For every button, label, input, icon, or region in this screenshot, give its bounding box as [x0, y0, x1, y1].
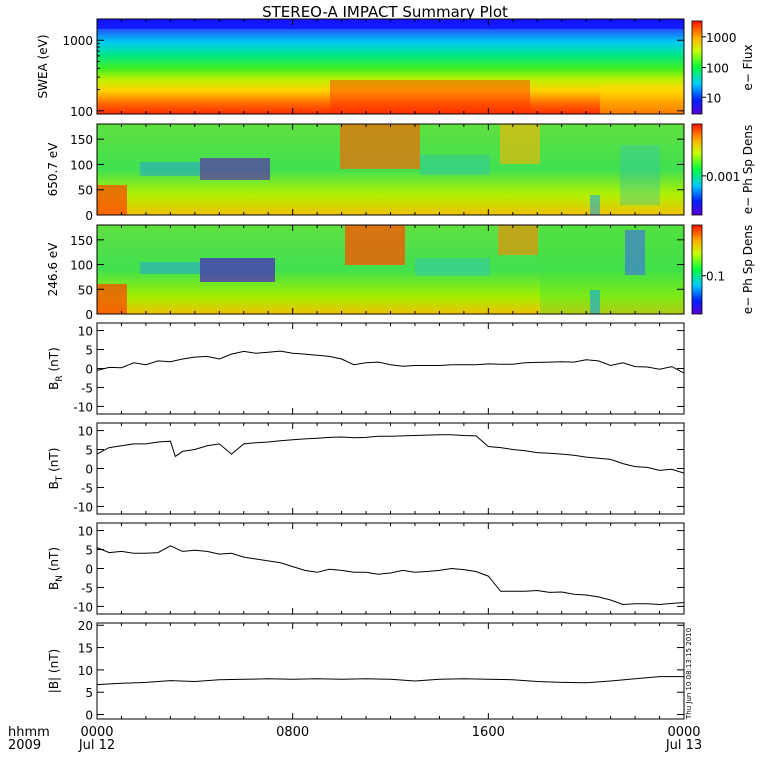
- x-tick-label: 0000: [80, 725, 113, 740]
- pitch-246-spectrogram: [97, 225, 684, 314]
- y-tick-label: 1000: [62, 34, 93, 48]
- swea-spectrogram: [97, 19, 684, 114]
- y-tick-label: 100: [70, 158, 93, 172]
- y-tick-label: 15: [78, 642, 93, 656]
- y-tick-label: 0: [85, 463, 93, 477]
- x-tick-label: 0800: [276, 725, 309, 740]
- y-axis-label: BR (nT): [47, 347, 65, 390]
- chart-title: STEREO-A IMPACT Summary Plot: [262, 3, 508, 21]
- y-tick-label: 100: [70, 259, 93, 273]
- colorbar-tick-label: 10: [706, 91, 721, 105]
- x-axis-label-year: 2009: [8, 738, 41, 753]
- y-axis-label: SWEA (eV): [36, 34, 50, 98]
- y-tick-label: -10: [73, 600, 93, 614]
- y-tick-label: 10: [78, 425, 93, 439]
- y-tick-label: 0: [85, 209, 93, 223]
- y-tick-label: 5: [85, 544, 93, 558]
- y-tick-label: 0: [85, 363, 93, 377]
- y-tick-label: 5: [85, 686, 93, 700]
- x-date-label: Jul 12: [78, 738, 115, 753]
- y-tick-label: 0: [85, 709, 93, 723]
- colorbar-tick-label: 100: [706, 62, 729, 76]
- x-date-label: Jul 13: [665, 738, 702, 753]
- y-tick-label: 0: [85, 308, 93, 322]
- y-tick-label: -5: [81, 381, 93, 395]
- dens-650-colorbar: [691, 123, 703, 216]
- series-line-R: [96, 350, 685, 374]
- colorbar-tick-label: 0.001: [706, 170, 740, 184]
- br-frame: [96, 322, 685, 415]
- y-axis-label: 246.6 eV: [46, 242, 60, 297]
- colorbar-label: e− Flux: [741, 44, 755, 90]
- colorbar-tick-label: 1000: [706, 31, 737, 45]
- y-tick-label: 5: [85, 444, 93, 458]
- y-axis-label: |B| (nT): [47, 649, 61, 693]
- y-tick-label: 10: [78, 664, 93, 678]
- y-tick-label: 20: [78, 619, 93, 633]
- y-tick-label: -10: [73, 400, 93, 414]
- pitch-650-spectrogram: [97, 124, 684, 215]
- y-tick-label: -5: [81, 481, 93, 495]
- dens-246-colorbar: [691, 224, 703, 315]
- y-tick-label: 0: [85, 563, 93, 577]
- plot-timestamp: Thu Jun 10 08:13:15 2010: [685, 628, 693, 720]
- y-tick-label: 10: [78, 525, 93, 539]
- y-tick-label: 10: [78, 325, 93, 339]
- colorbar-tick-label: 0.1: [706, 270, 725, 284]
- y-tick-label: 150: [70, 133, 93, 147]
- y-tick-label: -5: [81, 581, 93, 595]
- flux-colorbar: [691, 20, 703, 115]
- colorbar-label: e− Ph Sp Dens: [741, 125, 755, 214]
- y-tick-label: 50: [78, 283, 93, 297]
- series-line-T: [96, 434, 685, 474]
- y-axis-label: BN (nT): [47, 547, 65, 590]
- series-line-N: [96, 545, 685, 606]
- btot-frame: [96, 622, 685, 720]
- x-tick-label: 0000: [667, 725, 700, 740]
- y-tick-label: 150: [70, 234, 93, 248]
- y-tick-label: 100: [70, 105, 93, 119]
- series-line-total: [96, 676, 684, 686]
- y-tick-label: -10: [73, 500, 93, 514]
- y-tick-label: 5: [85, 344, 93, 358]
- x-tick-label: 1600: [472, 725, 505, 740]
- y-axis-label: BT (nT): [47, 448, 65, 490]
- y-axis-label: 650.7 eV: [46, 142, 60, 197]
- y-tick-label: 50: [78, 184, 93, 198]
- colorbar-label: e− Ph Sp Dens: [741, 225, 755, 314]
- x-axis-label-hhmm: hhmm: [8, 725, 50, 740]
- bn-frame: [96, 522, 685, 615]
